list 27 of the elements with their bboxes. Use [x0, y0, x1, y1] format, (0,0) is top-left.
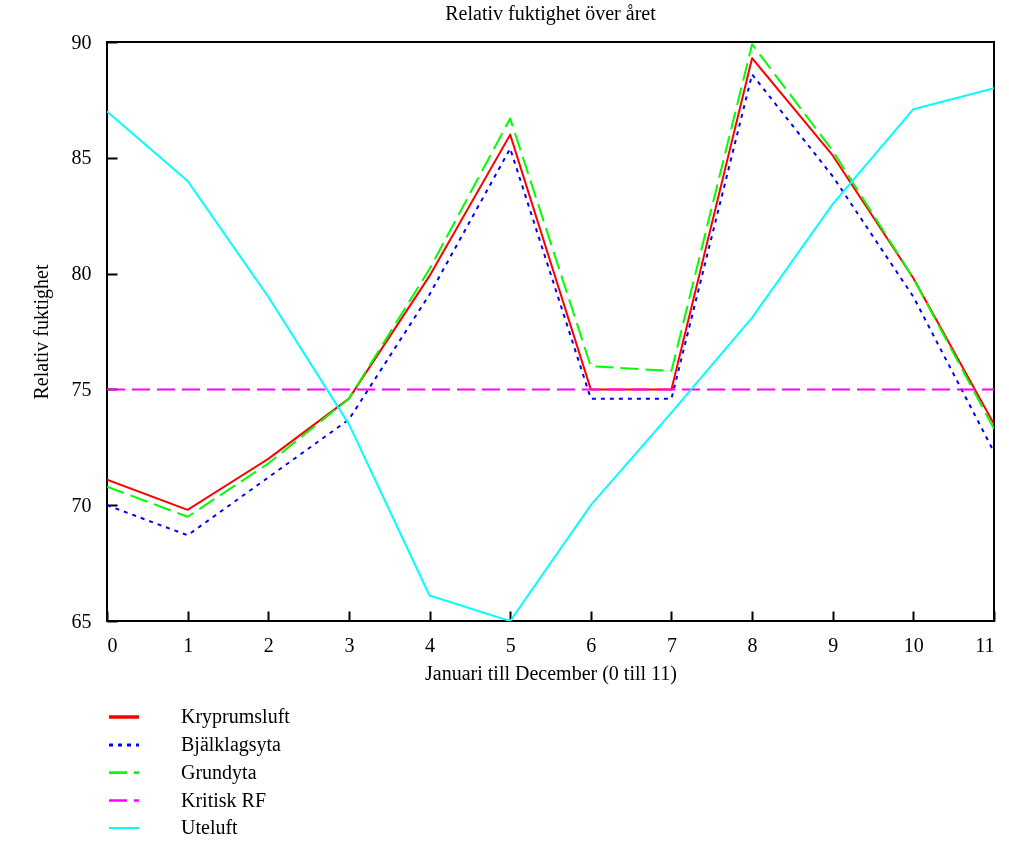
legend-label: Kritisk RF — [181, 788, 267, 811]
x-tick-label: 1 — [183, 633, 194, 656]
x-tick-label: 2 — [263, 633, 274, 656]
y-axis-title: Relativ fuktighet — [29, 264, 53, 400]
x-tick-label: 5 — [505, 633, 516, 656]
x-tick-label: 10 — [903, 633, 924, 656]
x-tick-label: 4 — [425, 633, 436, 656]
x-tick-label: 8 — [747, 633, 758, 656]
y-tick-label: 65 — [71, 609, 92, 632]
x-tick-label: 0 — [107, 633, 118, 656]
y-tick-label: 75 — [71, 377, 92, 400]
x-tick-label: 7 — [666, 633, 677, 656]
y-tick-label: 90 — [71, 30, 92, 53]
x-axis-title: Januari till December (0 till 11) — [425, 661, 677, 685]
line-series — [107, 87, 994, 621]
x-tick-label: 11 — [975, 633, 995, 656]
chart-title: Relativ fuktighet över året — [445, 2, 657, 25]
legend-label: Kryprumsluft — [181, 705, 291, 728]
y-tick-label: 70 — [71, 493, 92, 516]
x-tick-label: 6 — [586, 633, 597, 656]
y-tick-label: 85 — [71, 146, 92, 169]
x-tick-label: 9 — [828, 633, 839, 656]
x-tick-label: 3 — [344, 633, 355, 656]
legend-label: Bjälklagsyta — [181, 733, 282, 756]
legend-label: Grundyta — [181, 760, 257, 784]
legend-label: Uteluft — [181, 816, 239, 838]
y-tick-label: 80 — [71, 262, 92, 285]
